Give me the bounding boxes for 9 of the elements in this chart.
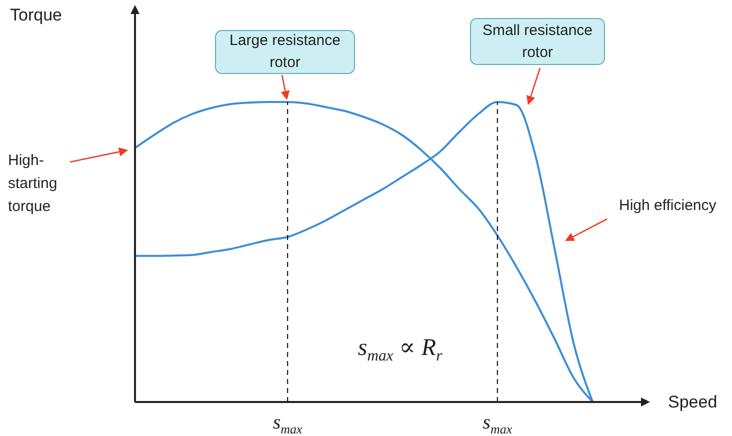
- x-axis-title: Speed: [668, 392, 718, 412]
- annotation: High efficiency: [619, 196, 718, 216]
- text: Small resistance rotor: [470, 18, 605, 65]
- text: High-starting torque: [8, 151, 58, 217]
- annotation: s$_{max}$ ∝ R$_{r}$: [358, 334, 442, 364]
- text: Large resistance rotor: [215, 30, 355, 74]
- x-tick-label: s$_{max}$: [272, 412, 302, 436]
- x-tick-label: s$_{max}$: [482, 412, 512, 436]
- text: Torque: [10, 6, 62, 24]
